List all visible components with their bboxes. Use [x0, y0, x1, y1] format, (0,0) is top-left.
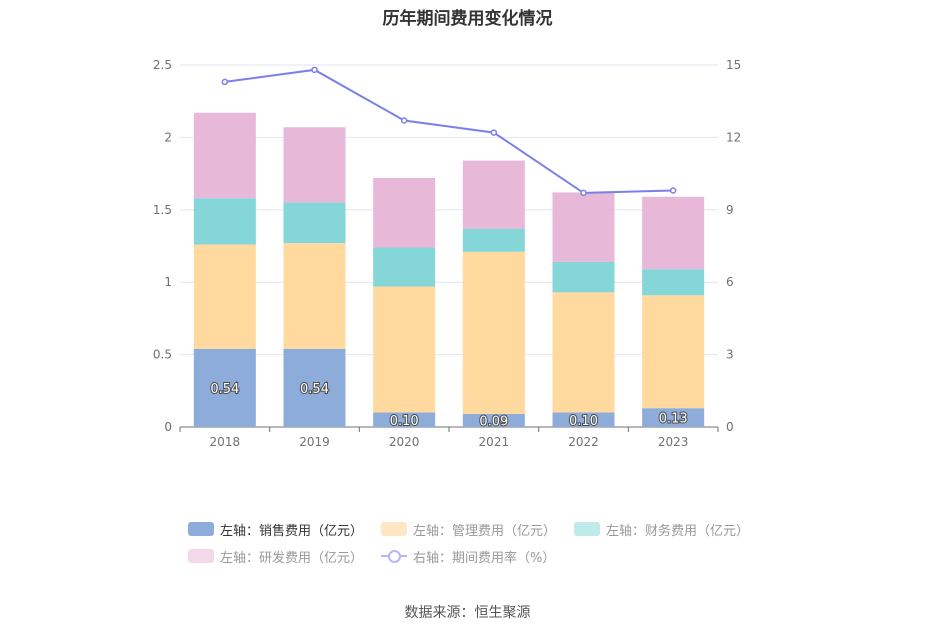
bar-segment-2-2021	[462, 251, 525, 414]
legend-label-sales: 左轴：销售费用（亿元）	[220, 523, 364, 539]
bar-segment-1-2023	[642, 408, 705, 427]
legend-swatch-sales	[188, 522, 214, 536]
legend-item-admin[interactable]: 左轴：管理费用（亿元）	[381, 519, 556, 539]
legend-label-expense-ratio: 右轴：期间费用率（%）	[413, 550, 556, 566]
bar-segment-3-2018	[193, 198, 256, 245]
bar-segment-2-2018	[193, 244, 256, 349]
bar-data-label: 0.10	[569, 414, 598, 429]
expense-ratio-point	[580, 189, 587, 197]
bar-segment-4-2021	[462, 160, 525, 229]
y-left-tick-label: 2.5	[153, 58, 172, 72]
legend-swatch-rnd	[188, 549, 214, 563]
expense-ratio-point	[490, 129, 498, 136]
legend-label-rnd: 左轴：研发费用（亿元）	[220, 550, 364, 566]
legend-item-finance[interactable]: 左轴：财务费用（亿元）	[574, 519, 749, 539]
y-left-tick-label: 0	[164, 420, 172, 434]
x-tick-label: 2018	[210, 435, 241, 449]
y-left-tick-label: 0.5	[153, 348, 172, 362]
bar-segment-4-2023	[642, 196, 705, 270]
expense-ratio-point	[311, 66, 318, 74]
x-tick-label: 2023	[658, 435, 689, 449]
x-tick-label: 2019	[299, 435, 330, 449]
legend: 左轴：销售费用（亿元） 左轴：管理费用（亿元） 左轴：财务费用（亿元） 左轴：研…	[188, 519, 788, 573]
bar-segment-1-2019	[283, 348, 346, 427]
legend-item-sales[interactable]: 左轴：销售费用（亿元）	[188, 519, 363, 539]
data-source: 数据来源：恒生聚源	[404, 605, 531, 621]
bar-segment-3-2021	[462, 228, 525, 252]
expense-ratio-point	[669, 187, 677, 194]
chart-title: 历年期间费用变化情况	[382, 9, 553, 29]
x-tick-label: 2020	[389, 435, 420, 449]
bar-segment-3-2020	[373, 247, 436, 287]
bar-data-label: 0.10	[390, 414, 419, 429]
legend-swatch-finance	[574, 522, 601, 536]
stacked-bar-line-chart: 0 0.5 1 1.5 2 2.5 0 3 6 9 12 15 2018 2019 2020 2021 2022…	[153, 58, 741, 449]
legend-swatch-admin	[381, 522, 408, 536]
legend-item-expense-ratio[interactable]: 右轴：期间费用率（%）	[381, 546, 555, 566]
x-tick-label: 2021	[479, 435, 510, 449]
y-right-tick-label: 12	[726, 130, 741, 144]
expense-ratio-point	[221, 78, 229, 86]
bar-segment-1-2021	[462, 413, 525, 427]
legend-label-admin: 左轴：管理费用（亿元）	[413, 523, 557, 539]
bar-segment-3-2019	[283, 202, 346, 244]
legend-line-marker-icon	[381, 549, 408, 563]
y-right-tick-label: 0	[726, 420, 734, 434]
bar-segment-2-2019	[283, 243, 346, 349]
y-left-tick-label: 1	[164, 275, 172, 289]
bar-segment-4-2018	[193, 112, 256, 199]
expense-ratio-line	[224, 68, 674, 194]
y-left-tick-label: 1.5	[153, 203, 172, 217]
bar-segment-3-2023	[642, 269, 705, 296]
y-right-tick-label: 15	[726, 58, 741, 72]
y-left-tick-label: 2	[164, 130, 172, 144]
bar-segment-1-2020	[373, 412, 436, 427]
legend-label-finance: 左轴：财务费用（亿元）	[606, 523, 750, 539]
y-right-tick-label: 3	[726, 348, 734, 362]
bar-data-label: 0.13	[659, 412, 688, 427]
y-right-tick-label: 6	[726, 275, 734, 289]
bar-data-label: 0.09	[479, 414, 508, 429]
bar-data-label: 0.54	[300, 382, 329, 397]
bar-segment-4-2019	[283, 127, 346, 203]
x-tick-label: 2022	[568, 435, 599, 449]
y-right-tick-label: 9	[726, 203, 734, 217]
bar-segment-2-2023	[642, 295, 705, 409]
bar-data-label: 0.54	[210, 382, 239, 397]
legend-item-rnd[interactable]: 左轴：研发费用（亿元）	[188, 546, 363, 566]
bar-segment-1-2022	[552, 412, 615, 427]
bar-segment-4-2022	[552, 192, 615, 262]
bar-segment-2-2020	[373, 286, 436, 413]
bar-segment-4-2020	[373, 177, 436, 248]
bar-segment-3-2022	[552, 261, 615, 293]
bar-segment-1-2018	[193, 348, 256, 427]
bar-segment-2-2022	[552, 292, 615, 413]
expense-ratio-point	[400, 117, 408, 124]
